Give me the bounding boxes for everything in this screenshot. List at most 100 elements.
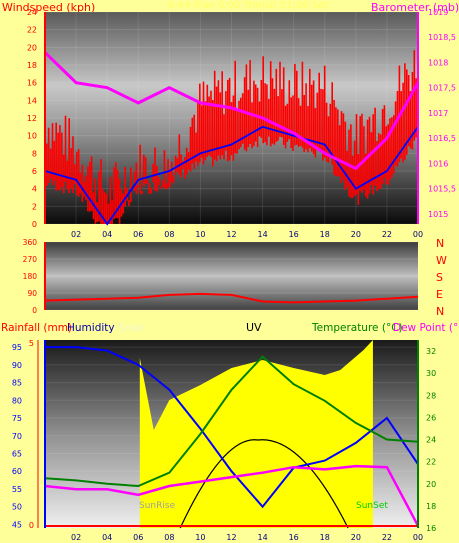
- barometer-tick-label: 1018,5: [428, 33, 456, 42]
- solar-label: Solar: [118, 322, 145, 334]
- barometer-right-axis: 1015 1015,5 1016 1016,5 1017 1017,5 1018 1018,5…: [428, 8, 456, 219]
- direction-tick-label: 90: [27, 289, 37, 298]
- humidity-axis: 45 50 55 60 65 70 75 80 85 90 95: [12, 343, 22, 529]
- rainfall-label: Rainfall (mm): [1, 322, 72, 334]
- wind-tick-label: 8: [32, 149, 37, 158]
- climate-x-tick-label: 16: [289, 533, 299, 542]
- temperature-axis: 16 18 20 22 24 26 28 30 32: [426, 347, 436, 533]
- humidity-tick-label: 80: [12, 396, 22, 405]
- wind-tick-label: 14: [27, 96, 37, 105]
- wind-direction-line: [44, 292, 419, 304]
- climate-x-tick-label: 22: [382, 533, 392, 542]
- compass-letter: N: [436, 305, 444, 318]
- humidity-tick-label: 55: [12, 485, 22, 494]
- direction-tick-label: 360: [23, 238, 38, 247]
- humidity-tick-label: 50: [12, 503, 22, 512]
- direction-tick-label: 270: [23, 255, 38, 264]
- compass-letter: S: [436, 271, 443, 284]
- wind-x-tick-label: 14: [257, 230, 267, 239]
- direction-grid: [45, 241, 418, 311]
- wind-x-tick-label: 22: [382, 230, 392, 239]
- rain-tick-label: 0: [29, 521, 34, 530]
- sunset-marker: SunSet: [356, 501, 388, 511]
- wind-tick-label: 24: [27, 8, 37, 17]
- climate-x-tick-label: 20: [351, 533, 361, 542]
- barometer-tick-label: 1016: [428, 159, 448, 168]
- temperature-tick-label: 22: [426, 458, 436, 467]
- wind-x-tick-label: 04: [102, 230, 112, 239]
- climate-x-tick-label: 06: [133, 533, 143, 542]
- temperature-tick-label: 28: [426, 391, 436, 400]
- temperature-tick-label: 30: [426, 369, 436, 378]
- barometer-axis-label: Barometer (mb): [371, 1, 459, 14]
- barometer-tick-label: 1017: [428, 109, 448, 118]
- barometer-tick-label: 1015,5: [428, 185, 456, 194]
- wind-x-tick-label: 18: [320, 230, 330, 239]
- temperature-tick-label: 24: [426, 436, 436, 445]
- sun-times: 6:44 Rise 0:00 Transit 21:06 Set: [168, 0, 328, 11]
- uv-label: UV: [246, 321, 262, 334]
- wind-tick-label: 4: [32, 185, 37, 194]
- wind-tick-label: 10: [27, 132, 37, 141]
- direction-tick-label: 180: [23, 272, 38, 281]
- climate-x-tick-label: 02: [71, 533, 81, 542]
- humidity-tick-label: 75: [12, 414, 22, 423]
- temperature-tick-label: 16: [426, 524, 436, 533]
- wind-x-tick-label: 00: [413, 230, 423, 239]
- temperature-tick-label: 18: [426, 502, 436, 511]
- wind-tick-label: 16: [27, 79, 37, 88]
- climate-x-tick-label: 14: [257, 533, 267, 542]
- barometer-tick-label: 1017,5: [428, 84, 456, 93]
- compass-letter: E: [436, 288, 443, 301]
- rain-axis: 05: [29, 339, 34, 530]
- direction-tick-label: 0: [32, 306, 37, 315]
- compass-letter: W: [436, 254, 447, 267]
- wind-tick-label: 6: [32, 167, 37, 176]
- temperature-label: Temperature (°C): [311, 322, 403, 334]
- barometer-line: [43, 51, 420, 171]
- wind-series: [43, 50, 420, 226]
- wind-x-tick-label: 10: [195, 230, 205, 239]
- wind-average-line: [44, 125, 419, 226]
- humidity-tick-label: 60: [12, 467, 22, 476]
- humidity-label: Humidity: [67, 322, 115, 334]
- climate-x-tick-label: 10: [195, 533, 205, 542]
- humidity-tick-label: 85: [12, 379, 22, 388]
- temperature-tick-label: 20: [426, 480, 436, 489]
- dewpoint-label: Dew Point (°C): [393, 322, 459, 334]
- wind-tick-label: 12: [27, 114, 37, 123]
- barometer-tick-label: 1019: [428, 8, 448, 17]
- humidity-tick-label: 45: [12, 520, 22, 529]
- direction-series: [44, 292, 419, 304]
- climate-x-tick-label: 12: [226, 533, 236, 542]
- humidity-line: [45, 346, 419, 509]
- temperature-line: [44, 355, 419, 488]
- climate-x-tick-label: 00: [413, 533, 423, 542]
- wind-tick-label: 2: [32, 202, 37, 211]
- dewpoint-line: [44, 464, 420, 527]
- humidity-tick-label: 90: [12, 361, 22, 370]
- barometer-tick-label: 1016,5: [428, 134, 456, 143]
- wind-x-tick-label: 16: [289, 230, 299, 239]
- wind-tick-label: 18: [27, 61, 37, 70]
- temperature-tick-label: 26: [426, 413, 436, 422]
- climate-x-tick-label: 04: [102, 533, 112, 542]
- climate-x-tick-label: 18: [320, 533, 330, 542]
- wind-x-axis: 02 04 06 08 10 12 14 16 18 20 22 00: [71, 230, 423, 239]
- climate-x-tick-label: 08: [164, 533, 174, 542]
- wind-x-tick-label: 08: [164, 230, 174, 239]
- temperature-tick-label: 32: [426, 347, 436, 356]
- wind-tick-label: 0: [32, 220, 37, 229]
- humidity-tick-label: 70: [12, 432, 22, 441]
- wind-x-tick-label: 12: [226, 230, 236, 239]
- wind-x-tick-label: 06: [133, 230, 143, 239]
- climate-series: [44, 346, 420, 529]
- wind-tick-label: 22: [27, 26, 37, 35]
- climate-x-axis: 02 04 06 08 10 12 14 16 18 20 22 00: [71, 533, 423, 542]
- wind-x-tick-label: 20: [351, 230, 361, 239]
- windspeed-axis-label: Windspeed (kph): [2, 1, 95, 14]
